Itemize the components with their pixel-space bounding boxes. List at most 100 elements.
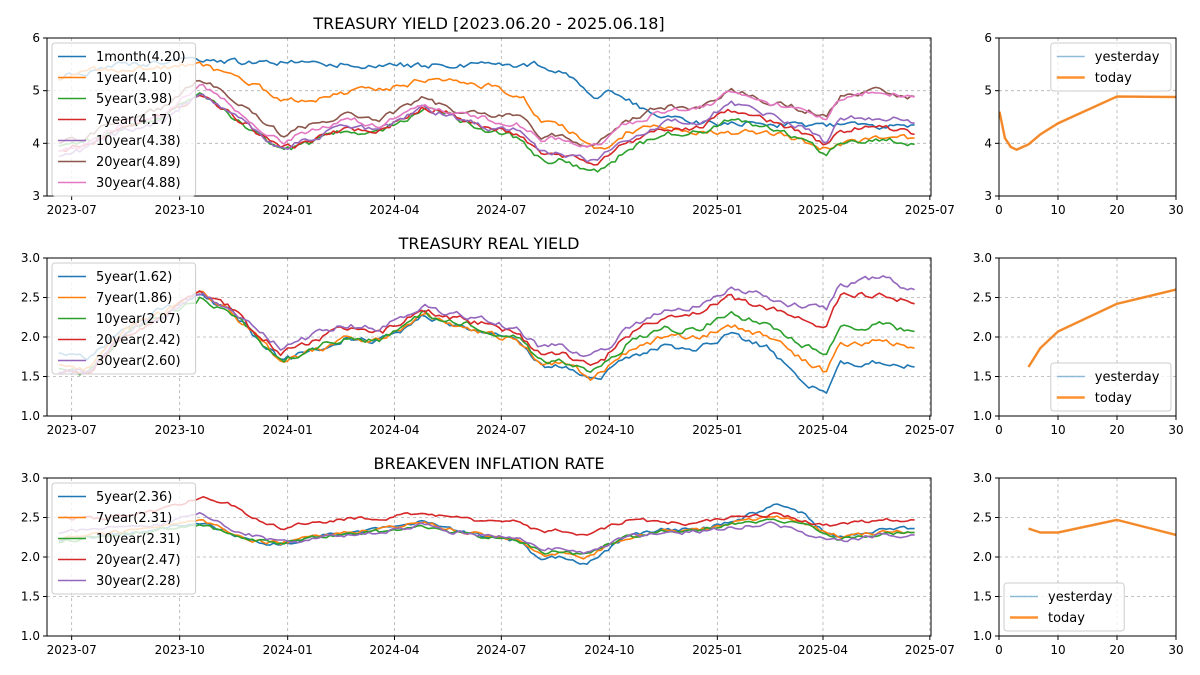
x-tick-label: 30 (1168, 643, 1183, 657)
legend-label: 20year(4.89) (96, 155, 181, 170)
series-line (58, 296, 915, 376)
series-line (58, 61, 915, 151)
legend-label: 10year(2.07) (96, 312, 181, 327)
y-tick-label: 3 (984, 189, 992, 203)
y-tick-label: 1.0 (973, 409, 992, 423)
legend-box (51, 262, 197, 375)
curve-lines (999, 95, 1176, 151)
x-tick-label: 2025-01 (692, 203, 742, 217)
curve-today (999, 95, 1176, 151)
y-tick-label: 2.0 (973, 330, 992, 344)
x-tick-label: 2024-10 (584, 203, 634, 217)
legend-label: 5year(1.62) (96, 270, 172, 285)
axes-frame (998, 257, 1177, 417)
panel-real-yield-curve: 0 10 20 30 1.0 1.5 2.0 2.5 3.0 yesterday today (973, 251, 1184, 437)
x-tick-label: 2025-04 (798, 203, 848, 217)
series-lines (58, 275, 915, 394)
series-lines (58, 56, 915, 173)
axes-frame (46, 477, 932, 637)
y-tick-label: 1.0 (973, 629, 992, 643)
y-tick-label: 2.0 (21, 550, 40, 564)
panel-treasury-yield-curve: 0 10 20 30 3 4 5 6 yesterday today (984, 31, 1183, 217)
y-tick-label: 1.5 (973, 370, 992, 384)
x-tick-label: 2023-10 (155, 203, 205, 217)
y-tick-label: 3 (32, 189, 40, 203)
series-line (58, 511, 915, 555)
y-tick-label: 2.0 (973, 550, 992, 564)
y-tick-label: 4 (984, 136, 992, 150)
curve-today (1028, 518, 1176, 537)
legend-label: 1month(4.20) (96, 50, 186, 65)
curve-yesterday (999, 95, 1176, 151)
y-tick-label: 2.0 (21, 330, 40, 344)
chart-title: TREASURY YIELD [2023.06.20 - 2025.06.18] (312, 14, 664, 33)
legend: yesterday today (1050, 362, 1172, 412)
x-tick-label: 2024-01 (263, 643, 313, 657)
curve-lines (1028, 518, 1176, 537)
x-tick-label: 2023-10 (155, 643, 205, 657)
series-line (58, 94, 915, 166)
y-tick-label: 1.5 (21, 590, 40, 604)
legend-label: today (1095, 391, 1132, 406)
x-tick-label: 10 (1050, 643, 1065, 657)
series-lines (58, 495, 915, 566)
legend-label: today (1095, 71, 1132, 86)
x-tick-label: 2025-04 (798, 643, 848, 657)
legend-label: 5year(3.98) (96, 92, 172, 107)
curve-today (1027, 288, 1176, 368)
x-tick-label: 2024-01 (263, 203, 313, 217)
legend-label: 7year(2.31) (96, 511, 172, 526)
legend: yesterday today (1003, 582, 1125, 632)
x-tick-label: 2024-07 (476, 423, 526, 437)
legend-label: 30year(2.28) (96, 574, 181, 589)
legend-box (1050, 362, 1172, 412)
x-tick-label: 2023-07 (47, 643, 97, 657)
y-tick-label: 4 (32, 136, 40, 150)
series-line (58, 275, 915, 375)
legend-label: 1year(4.10) (96, 71, 172, 86)
legend: 5year(2.36) 7year(2.31) 10year(2.31) 20year… (51, 482, 197, 595)
y-tick-label: 1.0 (21, 629, 40, 643)
x-tick-label: 2024-10 (584, 423, 634, 437)
x-tick-label: 2024-04 (369, 643, 419, 657)
x-tick-label: 2025-04 (798, 423, 848, 437)
y-tick-label: 2.5 (973, 511, 992, 525)
legend: yesterday today (1050, 42, 1172, 92)
x-tick-label: 2023-10 (155, 423, 205, 437)
y-tick-label: 1.5 (973, 590, 992, 604)
x-tick-label: 30 (1168, 423, 1183, 437)
legend-label: 10year(2.31) (96, 532, 181, 547)
legend-label: 7year(4.17) (96, 113, 172, 128)
x-tick-label: 20 (1109, 203, 1124, 217)
x-tick-label: 2023-07 (47, 203, 97, 217)
panel-breakeven-inflation: 2023-07 2023-10 2024-01 2024-04 2024-07 2024-… (21, 454, 955, 657)
y-tick-label: 3.0 (21, 471, 40, 485)
x-tick-label: 2024-07 (476, 203, 526, 217)
x-tick-label: 2025-01 (692, 423, 742, 437)
x-tick-label: 2024-04 (369, 203, 419, 217)
y-tick-label: 3.0 (21, 251, 40, 265)
y-tick-label: 6 (32, 31, 40, 45)
panel-real-yield: 2023-07 2023-10 2024-01 2024-04 2024-07 2024-… (21, 234, 955, 437)
x-tick-label: 2024-04 (369, 423, 419, 437)
x-tick-label: 2024-01 (263, 423, 313, 437)
legend-label: 10year(4.38) (96, 134, 181, 149)
chart-title: TREASURY REAL YIELD (398, 234, 580, 253)
legend-box (1003, 582, 1125, 632)
axes-frame (998, 37, 1177, 197)
x-tick-label: 0 (995, 643, 1003, 657)
legend: 1month(4.20) 1year(4.10) 5year(3.98) 7year(… (51, 42, 197, 197)
series-line (58, 290, 915, 375)
axes-frame (46, 257, 932, 417)
panel-breakeven-inflation-curve: 0 10 20 30 1.0 1.5 2.0 2.5 3.0 yesterday today (973, 471, 1184, 657)
y-tick-label: 5 (32, 84, 40, 98)
x-tick-label: 10 (1050, 203, 1065, 217)
x-tick-label: 0 (995, 423, 1003, 437)
x-tick-label: 2024-07 (476, 643, 526, 657)
legend-box (51, 42, 197, 197)
series-line (58, 515, 915, 560)
legend-label: 30year(2.60) (96, 354, 181, 369)
curve-lines (1027, 288, 1176, 368)
x-tick-label: 2024-10 (584, 643, 634, 657)
